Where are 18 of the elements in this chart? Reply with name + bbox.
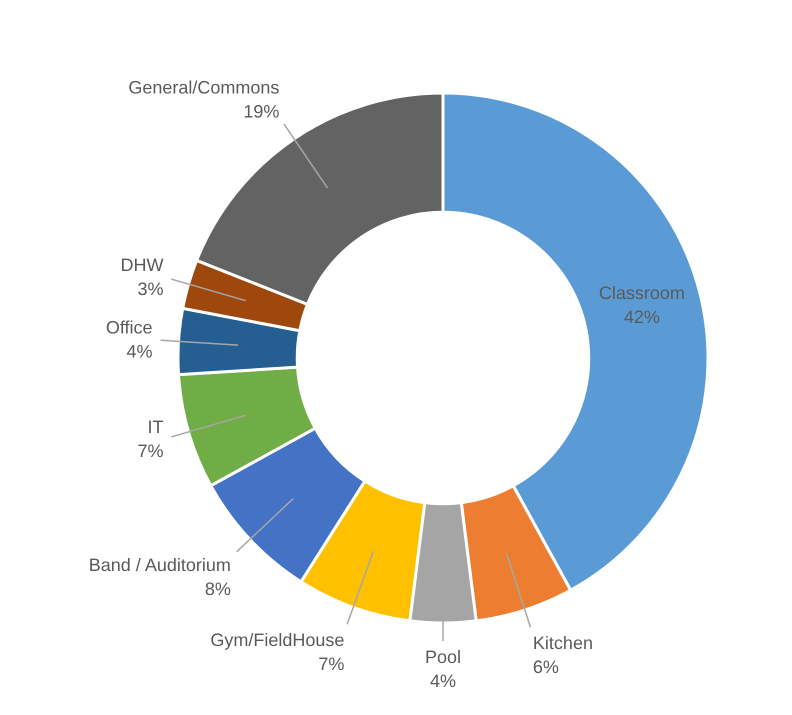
slice-label: IT <box>148 417 164 438</box>
data-label: 6% <box>532 656 559 677</box>
data-label: 4% <box>430 671 456 691</box>
slice-label: Kitchen <box>532 632 593 653</box>
slice-label: DHW <box>120 254 164 275</box>
slice-label: Classroom <box>598 282 685 303</box>
data-label: 8% <box>204 579 231 600</box>
data-label: 4% <box>126 342 153 362</box>
data-label: 7% <box>318 654 344 674</box>
data-label: 19% <box>243 101 280 122</box>
slice-label: Office <box>106 318 153 338</box>
slice-label: Pool <box>424 647 462 667</box>
data-label: 42% <box>624 306 660 327</box>
slice-label: Band / Auditorium <box>88 555 231 576</box>
data-label: 3% <box>138 278 164 299</box>
slice-label: General/Commons <box>128 77 280 98</box>
slice-label: Gym/FieldHouse <box>210 630 344 650</box>
data-label: 7% <box>138 441 164 462</box>
